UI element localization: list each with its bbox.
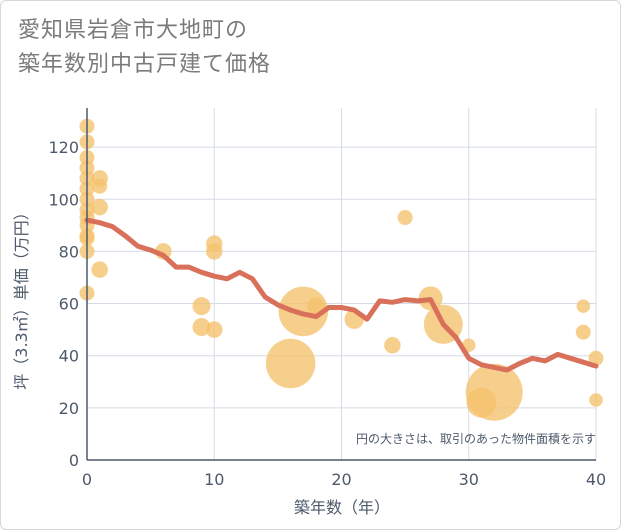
chart-title: 愛知県岩倉市大地町の 築年数別中古戸建て価格 — [18, 14, 271, 82]
x-tick-label: 30 — [459, 470, 479, 489]
x-tick-label: 40 — [586, 470, 606, 489]
grid-lines — [86, 108, 597, 461]
bubble-point — [206, 243, 223, 260]
y-tick-label: 40 — [59, 347, 79, 366]
bubble-point — [91, 261, 108, 278]
bubble-point — [575, 324, 591, 340]
y-tick-label: 0 — [69, 451, 79, 470]
axes — [86, 108, 596, 461]
bubble-point — [384, 337, 401, 354]
y-tick-label: 120 — [48, 138, 79, 157]
x-tick-label: 0 — [82, 470, 92, 489]
bubble-point — [589, 393, 603, 407]
y-tick-label: 20 — [59, 399, 79, 418]
bubble-point — [91, 198, 108, 216]
bubble-point — [465, 363, 523, 421]
x-tick-labels: 0 10 20 30 40 — [82, 470, 606, 489]
chart-title-line-1: 愛知県岩倉市大地町の — [18, 18, 249, 43]
bubble-point — [206, 321, 223, 338]
bubble-point — [588, 350, 604, 366]
x-tick-label: 10 — [204, 470, 224, 489]
bubble-point — [192, 297, 211, 316]
bubble-point — [397, 210, 413, 226]
y-tick-label: 100 — [48, 190, 79, 209]
bubble-point — [192, 318, 211, 337]
trend-line — [84, 217, 599, 373]
bubble-point — [92, 178, 108, 194]
bubble-series — [79, 118, 604, 421]
y-tick-label: 60 — [59, 295, 79, 314]
bubble-size-note: 円の大きさは、取引のあった物件面積を示す — [356, 431, 596, 446]
y-tick-labels: 0 20 40 60 80 100 120 — [48, 138, 79, 470]
y-axis-title: 坪（3.3㎡）単価（万円） — [12, 204, 31, 389]
chart-title-line-2: 築年数別中古戸建て価格 — [18, 52, 272, 77]
x-tick-label: 20 — [331, 470, 351, 489]
x-axis-title: 築年数（年） — [294, 498, 390, 517]
bubble-point — [576, 299, 591, 313]
bubble-point — [265, 338, 316, 389]
y-tick-label: 80 — [59, 242, 79, 261]
